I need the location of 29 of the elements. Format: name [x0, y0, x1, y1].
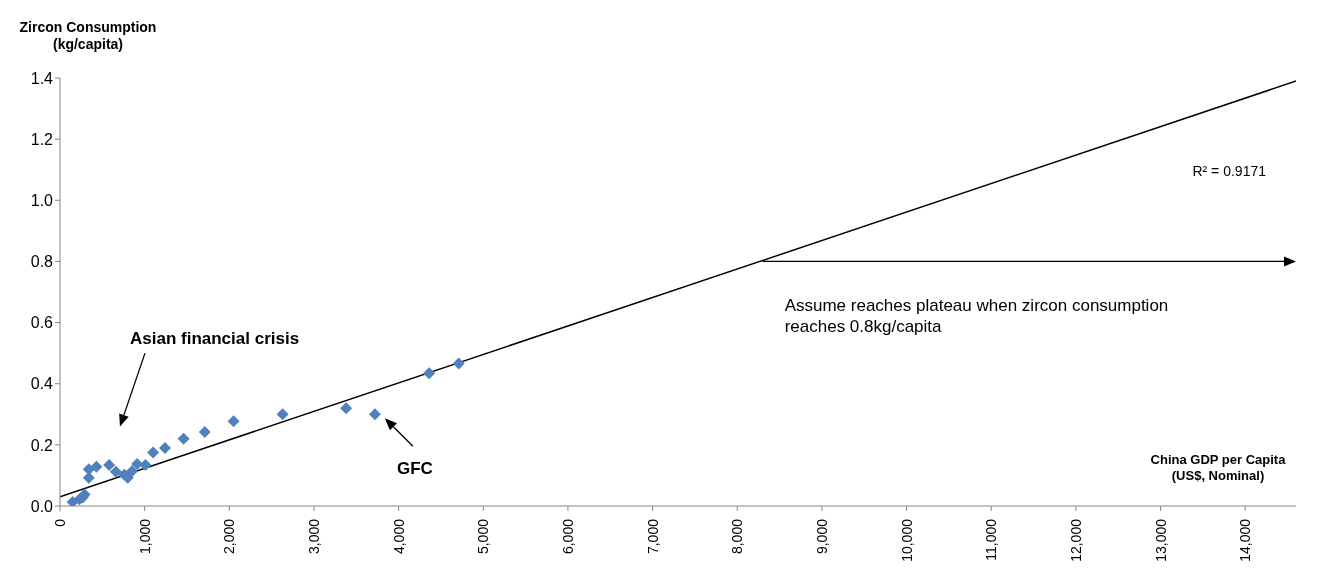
x-tick-label: 10,000 — [898, 518, 915, 562]
x-tick-label: 14,000 — [1237, 518, 1254, 562]
y-tick-label: 0.2 — [30, 436, 54, 454]
x-tick-label: 5,000 — [475, 518, 492, 555]
x-tick-label: 0 — [52, 518, 68, 527]
x-tick-label: 7,000 — [644, 518, 661, 555]
x-tick-label: 8,000 — [729, 518, 746, 555]
y-tick-label: 0.8 — [30, 253, 54, 271]
x-tick-label: 2,000 — [221, 518, 238, 555]
x-tick-label: 11,000 — [983, 518, 1000, 561]
x-tick-label: 12,000 — [1067, 518, 1084, 562]
y-tick-label: 1.2 — [30, 130, 54, 148]
x-tick-label: 3,000 — [305, 518, 322, 555]
x-axis-title: China GDP per Capita (US$, Nominal) — [1150, 452, 1287, 483]
annotation: Assume reaches plateau when zircon consumption reaches 0.8kg/capita — [784, 296, 1169, 336]
x-tick-label: 6,000 — [559, 518, 576, 555]
y-axis-title: Zircon Consumption (kg/capita) — [19, 19, 157, 52]
y-tick-label: 1.4 — [30, 69, 54, 87]
x-tick-label: 4,000 — [390, 518, 407, 555]
y-tick-label: 0.4 — [30, 375, 54, 393]
x-tick-label: 1,000 — [136, 518, 153, 555]
y-tick-label: 1.0 — [30, 191, 54, 209]
y-tick-label: 0.0 — [30, 497, 54, 515]
annotation: R² = 0.9171 — [1192, 162, 1267, 179]
annotation: Asian financial crisis — [130, 328, 300, 348]
x-tick-label: 13,000 — [1152, 518, 1169, 562]
y-tick-label: 0.6 — [30, 314, 54, 332]
x-tick-label: 9,000 — [813, 518, 830, 555]
annotation: GFC — [396, 459, 433, 479]
